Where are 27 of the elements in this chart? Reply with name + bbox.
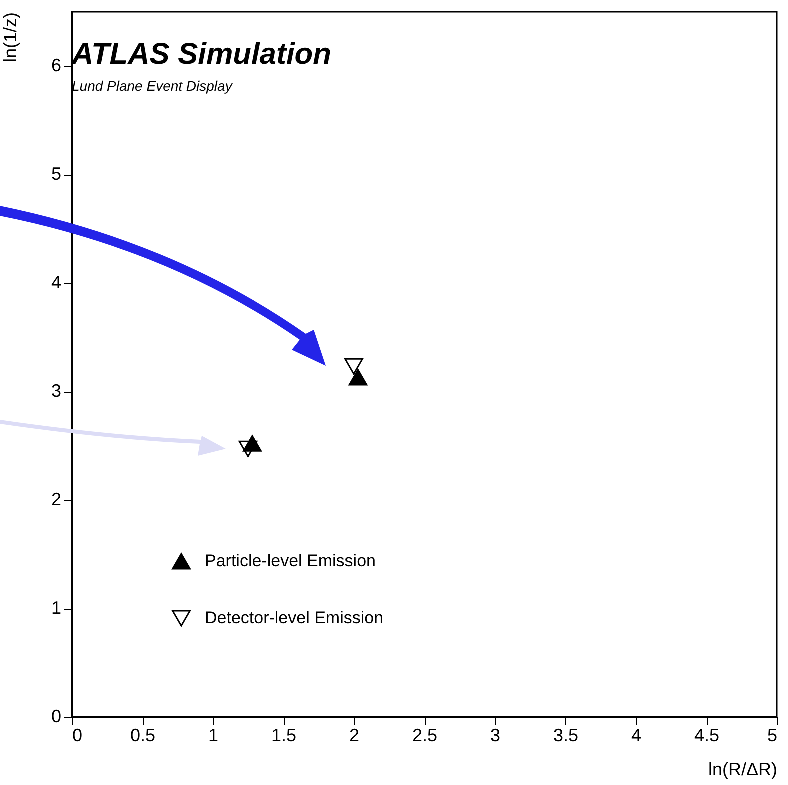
y-tick-label: 2 <box>51 490 62 510</box>
point <box>348 369 368 386</box>
y-tick-label: 5 <box>51 164 62 184</box>
point <box>344 358 364 375</box>
y-tick-label: 6 <box>51 56 62 76</box>
x-tick-label: 2 <box>349 726 360 746</box>
y-tick-label: 1 <box>51 598 62 618</box>
x-tick-label: 0 <box>72 726 83 746</box>
x-tick-label: 3 <box>490 726 501 746</box>
y-tick-label: 3 <box>51 381 62 402</box>
x-tick-label: 3.5 <box>553 726 579 746</box>
text: Lund Plane Event Display <box>72 78 234 94</box>
x-tick-label: 1.5 <box>271 726 297 746</box>
y-tick-label: 4 <box>51 272 62 293</box>
x-axis-title: ln(R/ΔR) <box>708 760 778 780</box>
y-axis-title: ln(1/z) <box>0 12 20 63</box>
text: ATLAS Simulation <box>71 38 332 71</box>
x-tick-label: 5 <box>767 726 778 746</box>
x-tick-label: 0.5 <box>130 726 156 746</box>
legend-label: Particle-level Emission <box>205 552 376 570</box>
x-tick-label: 2.5 <box>412 726 438 746</box>
point <box>243 435 262 452</box>
x-tick-label: 4 <box>631 726 642 746</box>
legend-label: Detector-level Emission <box>205 608 384 628</box>
y-tick-label: 0 <box>51 706 62 726</box>
x-tick-label: 4.5 <box>694 726 720 746</box>
x-tick-label: 1 <box>208 726 219 746</box>
